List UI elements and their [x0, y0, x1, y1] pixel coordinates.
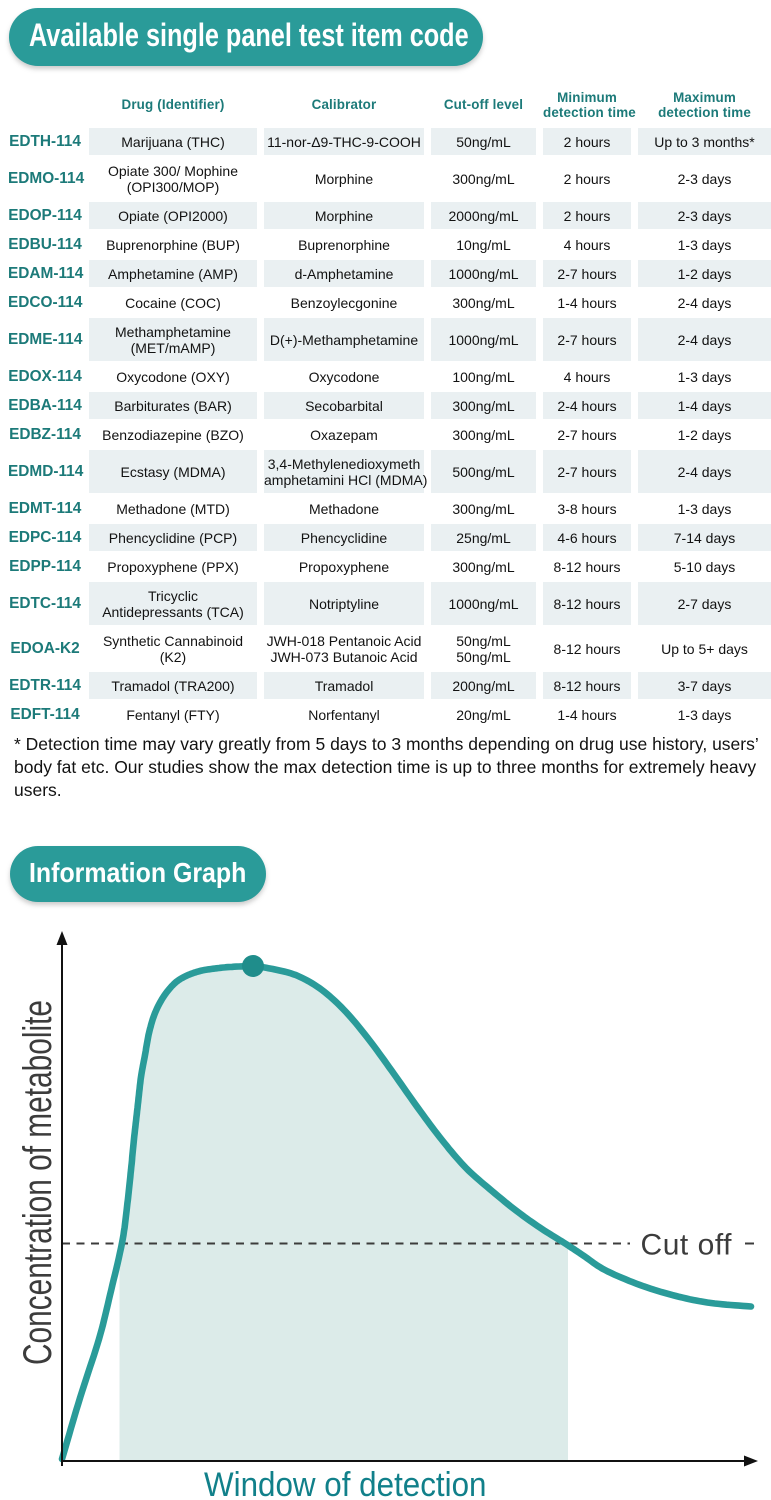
svg-text:Window of detection: Window of detection — [204, 1466, 487, 1500]
svg-text:Cut off: Cut off — [641, 1229, 733, 1262]
svg-text:Concentration of metabolite: Concentration of metabolite — [16, 1000, 60, 1365]
